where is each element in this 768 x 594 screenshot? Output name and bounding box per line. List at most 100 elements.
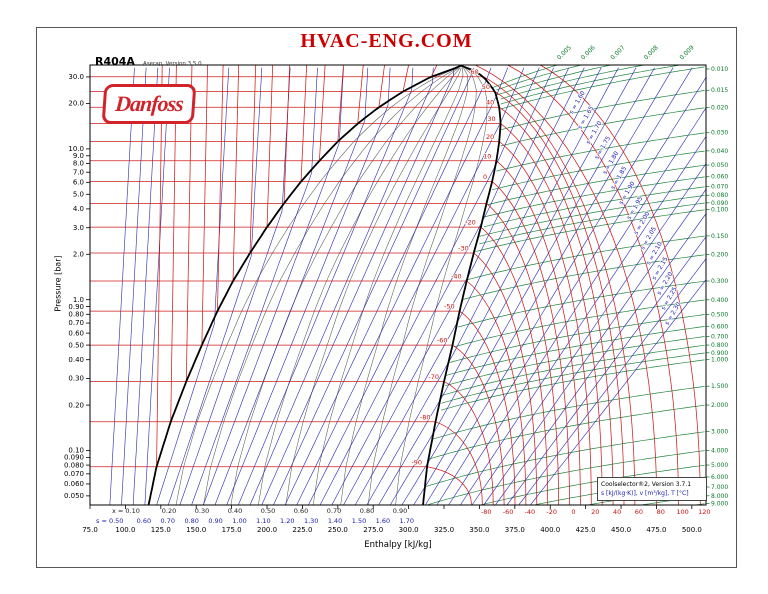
y-tick-label: 7.0 [73,168,84,176]
isochore-line [479,202,705,245]
isotherm-temp-label: -70 [428,373,439,381]
isochore-line [441,344,705,396]
x-tick-label: 175.0 [222,526,242,534]
isotherm-superheat-line [491,181,570,505]
isochore-line [483,186,705,228]
isotherm-superheat-line [466,280,527,505]
isochore-line [487,164,705,205]
isochore-label: 0.030 [711,130,728,137]
isochore-line [453,299,705,348]
x-tick-label: 350.0 [469,526,489,534]
chart-header: R404A Aserap, Version 3.5.0 [95,50,202,69]
entropy-axis-label: 1.70 [400,517,414,525]
isentrope-label: s = 1.60 [568,90,587,116]
isochore-line [475,209,705,253]
x-tick-label: 500.0 [682,526,702,534]
isochore-label: 5.000 [711,462,728,469]
isentrope-line [144,67,170,505]
figure-border [36,27,737,568]
quality-line [285,67,462,505]
isochore-line [462,254,705,300]
isentrope-line [296,67,509,505]
isochore-line [445,326,705,376]
isochore-line [441,359,705,411]
isentrope-line [425,67,693,505]
isentrope-line [238,67,414,505]
isochore-label: 0.400 [711,297,728,304]
isotherm-temp-label: 30 [487,115,495,123]
isochore-label: 8.000 [711,493,728,500]
isentrope-line [308,67,525,505]
isochore-label: 6.000 [711,474,728,481]
isentrope-line [506,236,706,505]
isentrope-line [401,67,655,505]
isotherm-temp-label: 10 [483,152,491,160]
isochore-label: 0.700 [711,333,728,340]
isochore-line [479,464,705,505]
y-tick-label: 0.70 [68,319,84,327]
quality-axis-label: 0.70 [327,507,341,515]
y-tick-label: 1.0 [73,296,84,304]
superheat-temp-axis-label: 100 [676,508,688,516]
isotherm-temp-label: -40 [451,273,462,281]
isotherm-liquid-line [319,65,326,161]
isotherm-liquid-line [170,65,177,422]
quality-axis-label: 0.60 [294,507,308,515]
entropy-axis-label: 0.90 [208,517,222,525]
entropy-axis-label: 1.30 [304,517,318,525]
quality-axis-label: 0.50 [261,507,275,515]
isotherm-temp-label: -80 [420,413,431,421]
isentrope-line [214,67,369,505]
y-tick-label: 5.0 [73,190,84,198]
y-tick-label: 0.40 [68,356,84,364]
isochore-line [432,386,705,440]
isentrope-line [109,67,135,505]
x-tick-label: 400.0 [540,526,560,534]
danfoss-logo: Danfoss [101,84,197,124]
isochore-line [500,65,683,105]
isotherm-superheat-line [443,381,494,505]
y-tick-label: 0.90 [68,303,84,311]
isochore-line [424,431,705,488]
quality-axis-label: x = 0.10 [112,507,140,515]
isochore-label: 0.070 [711,184,728,191]
x-tick-label: 325.0 [434,526,454,534]
isotherm-liquid-line [357,65,364,124]
superheat-temp-axis-label: 60 [635,508,643,516]
info-box: Coolselector®2, Version 3.7.1 s [kJ/(kg·… [597,477,707,501]
isochore-label: 0.300 [711,278,728,285]
isentrope-line [378,67,619,505]
x-tick-label: 75.0 [82,526,98,534]
isentrope-line [471,163,706,505]
quality-line [230,67,460,505]
isotherm-liquid-line [402,65,409,92]
isotherm-temp-label: 20 [486,133,494,141]
isotherm-superheat-line [473,252,538,505]
quality-line [312,67,464,505]
isotherm-temp-label: 50 [482,83,490,91]
y-tick-label: 20.0 [68,100,84,108]
isochore-label: 0.200 [711,252,728,259]
isentrope-line [226,67,391,505]
saturation-dome [147,65,502,505]
isochore-label: 7.000 [711,484,728,491]
isentrope-line [389,67,637,505]
isotherm-temp-label: -90 [411,458,422,466]
isochore-label: 0.800 [711,342,728,349]
quality-line [395,67,488,505]
superheat-temp-axis-label: 0 [571,508,575,516]
y-tick-label: 0.070 [64,470,84,478]
entropy-axis-label: 1.10 [256,517,270,525]
quality-lines-group [175,67,488,505]
isotherm-superheat-line [480,226,549,505]
quality-axis-label: 0.80 [360,507,374,515]
isotherm-liquid-line [378,65,385,108]
isochore-line [496,65,613,96]
isochore-label: 1.000 [711,357,728,364]
isotherm-liquid-line [283,65,291,204]
isentrope-line [448,107,706,505]
y-tick-label: 0.60 [68,329,84,337]
superheat-temp-axis-label: -80 [481,508,492,516]
superheat-temp-axis-label: 80 [657,508,665,516]
